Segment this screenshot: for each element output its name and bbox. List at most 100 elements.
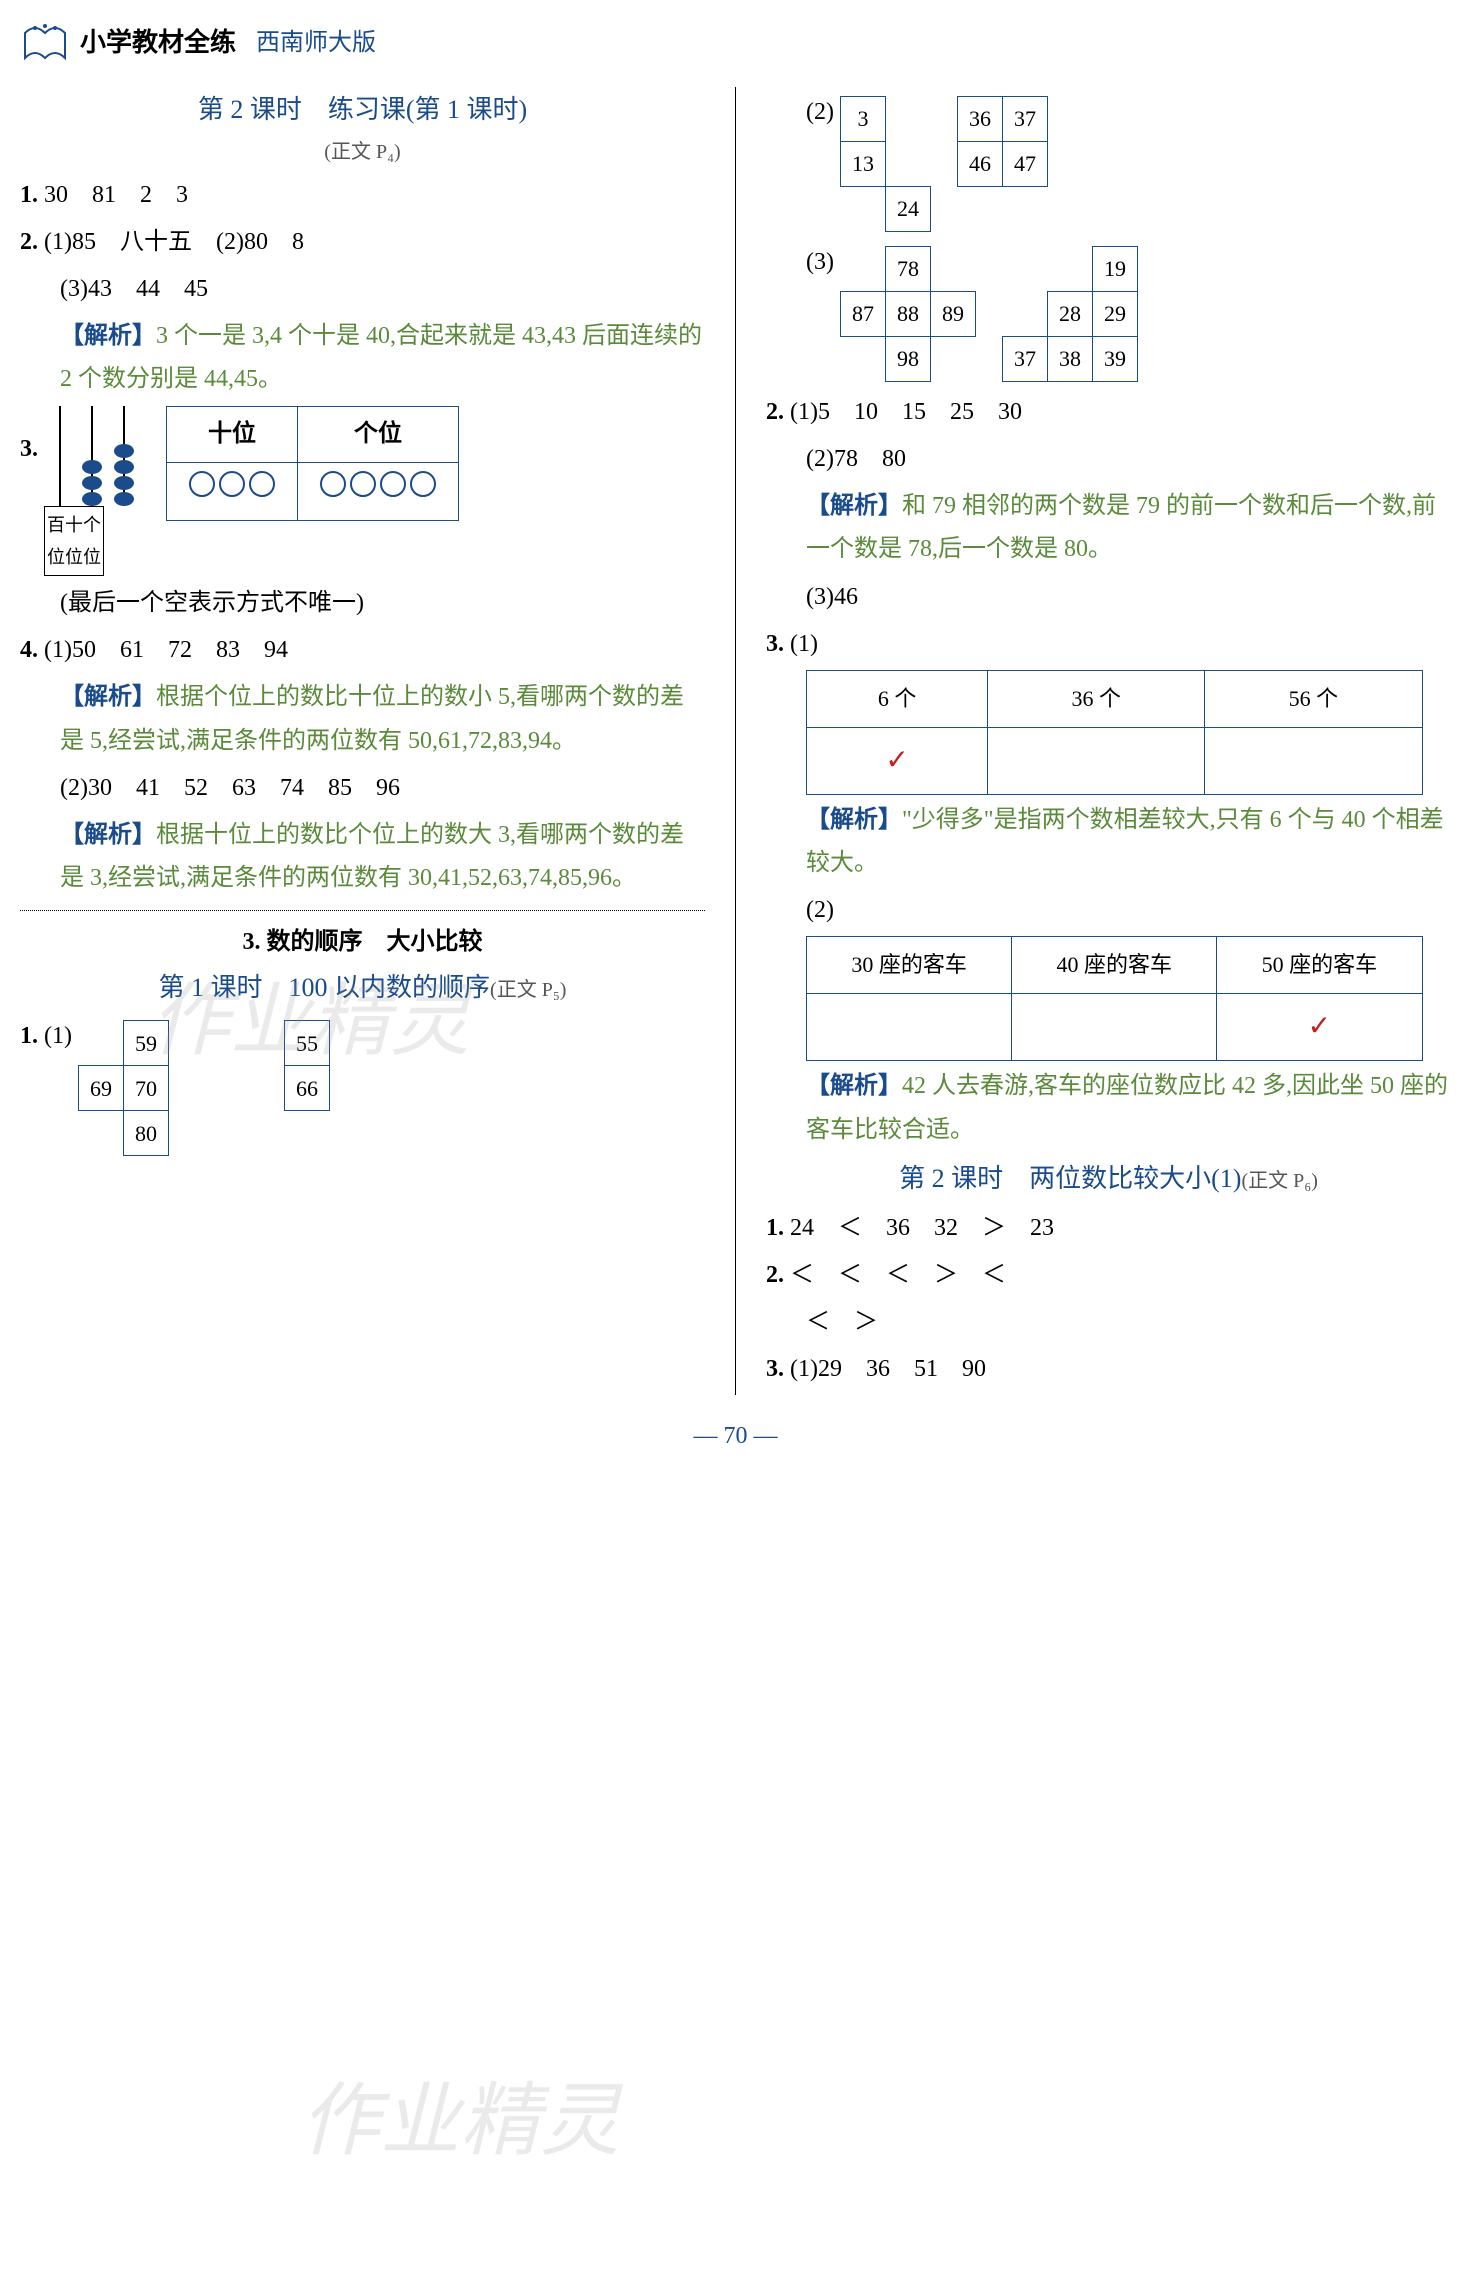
analysis-label: 【解析】: [806, 1073, 902, 1099]
grid-cell: 78: [885, 246, 930, 291]
lesson-ref: (正文 P₄): [20, 134, 705, 170]
sub-label: (1): [44, 1023, 72, 1049]
book-icon: [20, 23, 70, 63]
answer-text: 24 ＜ 36 32 ＞ 23: [790, 1215, 1054, 1241]
place-value-table: 十位个位: [166, 406, 459, 521]
number-grid: 59 6970 80: [78, 1020, 214, 1156]
answer-text: (1)29 36 51 90: [790, 1356, 986, 1382]
analysis-block: 【解析】"少得多"是指两个数相差较大,只有 6 个与 40 个相差较大。: [766, 799, 1451, 885]
header-title: 小学教材全练: [80, 20, 236, 67]
page-number: — 70 —: [20, 1415, 1451, 1458]
table-header: 50 座的客车: [1217, 937, 1422, 994]
rq2: 2. (1)5 10 15 25 30: [766, 391, 1451, 434]
grid-cell: 66: [284, 1066, 329, 1111]
table-cell: [1205, 727, 1422, 794]
q-num: 1.: [766, 1215, 784, 1241]
grid-cell: 46: [957, 141, 1002, 186]
answer-text: (2)78 80: [766, 438, 1451, 481]
grid-cell: 70: [123, 1066, 168, 1111]
grid-cell: 24: [885, 186, 930, 231]
lesson-ref-r: (正文 P₆): [1241, 1170, 1317, 1192]
page-header: 小学教材全练 西南师大版: [20, 20, 1451, 67]
analysis-block: 【解析】根据个位上的数比十位上的数小 5,看哪两个数的差是 5,经尝试,满足条件…: [20, 676, 705, 762]
sub-label: (3): [806, 249, 834, 275]
analysis-label: 【解析】: [806, 493, 902, 519]
grid-cell: 19: [1092, 246, 1137, 291]
analysis-text: 3 个一是 3,4 个十是 40,合起来就是 43,43 后面连续的 2 个数分…: [60, 323, 702, 392]
grid-cell: 87: [840, 291, 885, 336]
grid-cell: 89: [930, 291, 975, 336]
q1b: 1. (1) 59 6970 80 55 66: [20, 1015, 705, 1161]
grid-cell: 38: [1047, 336, 1092, 381]
analysis-block: 【解析】42 人去春游,客车的座位数应比 42 多,因此坐 50 座的客车比较合…: [766, 1065, 1451, 1151]
grid-cell: 59: [123, 1021, 168, 1066]
q4: 4. (1)50 61 72 83 94: [20, 629, 705, 672]
grid-cell: 80: [123, 1111, 168, 1156]
left-column: 第 2 课时 练习课(第 1 课时) (正文 P₄) 1. 30 81 2 3 …: [20, 87, 705, 1396]
analysis-block: 【解析】根据十位上的数比个位上的数大 3,看哪两个数的差是 3,经尝试,满足条件…: [20, 814, 705, 900]
table-header: 个位: [298, 406, 459, 462]
table-cell: ✓: [1217, 994, 1422, 1061]
content-columns: 第 2 课时 练习课(第 1 课时) (正文 P₄) 1. 30 81 2 3 …: [20, 87, 1451, 1396]
table-cell: [807, 994, 1012, 1061]
grid-cell: 69: [78, 1066, 123, 1111]
check-icon: ✓: [885, 745, 908, 776]
q-num: 3.: [20, 436, 38, 462]
grid-cell: 47: [1002, 141, 1047, 186]
analysis-block: 【解析】3 个一是 3,4 个十是 40,合起来就是 43,43 后面连续的 2…: [20, 315, 705, 401]
grid-cell: 37: [1002, 336, 1047, 381]
grid-cell: 3: [840, 96, 885, 141]
right-column: (2) 3 13 24 3637 4647 (3) 78 8788: [766, 87, 1451, 1396]
q-num: 2.: [766, 1262, 784, 1288]
analysis-label: 【解析】: [806, 807, 902, 833]
table-cell: [167, 462, 298, 520]
q1: 1. 30 81 2 3: [20, 174, 705, 217]
table-header: 6 个: [807, 670, 988, 727]
answer-text: ＜ ＞: [766, 1301, 1451, 1344]
answer-text: (2)30 41 52 63 74 85 96: [20, 767, 705, 810]
analysis-text: 42 人去春游,客车的座位数应比 42 多,因此坐 50 座的客车比较合适。: [806, 1073, 1448, 1142]
analysis-label: 【解析】: [60, 323, 156, 349]
table-header: 56 个: [1205, 670, 1422, 727]
grid-cell: 98: [885, 336, 930, 381]
answer-text: (1)5 10 15 25 30: [790, 399, 1022, 425]
lesson-title: 第 2 课时 练习课(第 1 课时): [20, 87, 705, 134]
grid-cell: 39: [1092, 336, 1137, 381]
table-cell: ✓: [807, 727, 988, 794]
q3: 3. 百十个位位位 十位个位: [20, 406, 705, 579]
rq3b: 3. (1)29 36 51 90: [766, 1348, 1451, 1391]
grid-cell: 88: [885, 291, 930, 336]
q-num: 2.: [20, 229, 38, 255]
abacus-diagram: 百十个位位位: [44, 406, 140, 579]
grid-cell: 28: [1047, 291, 1092, 336]
abacus-labels: 百十个位位位: [44, 506, 104, 577]
answer-text: ＜ ＜ ＜ ＞ ＜: [790, 1262, 1006, 1288]
watermark: 作业精灵: [300, 2050, 620, 2194]
table-header: 36 个: [988, 670, 1205, 727]
q1-part3: (3) 78 878889 98 19 2829 373839: [766, 241, 1451, 387]
grid-cell: 37: [1002, 96, 1047, 141]
lesson-title-2: 第 1 课时 100 以内数的顺序(正文 P₅): [20, 965, 705, 1012]
sub-label: (2): [806, 99, 834, 125]
header-edition: 西南师大版: [256, 22, 376, 65]
analysis-block: 【解析】和 79 相邻的两个数是 79 的前一个数和后一个数,前一个数是 78,…: [766, 485, 1451, 571]
check-icon: ✓: [1308, 1011, 1331, 1042]
grid-cell: 13: [840, 141, 885, 186]
lesson-title-text: 第 1 课时 100 以内数的顺序: [159, 973, 491, 1002]
number-grid: 19 2829 373839: [1002, 246, 1138, 382]
table-cell: [298, 462, 459, 520]
choice-table-2: 30 座的客车 40 座的客车 50 座的客车 ✓: [806, 936, 1423, 1061]
choice-table-1: 6 个 36 个 56 个 ✓: [806, 670, 1423, 795]
q1-part2: (2) 3 13 24 3637 4647: [766, 91, 1451, 237]
table-cell: [988, 727, 1205, 794]
grid-cell: 29: [1092, 291, 1137, 336]
table-header: 40 座的客车: [1012, 937, 1217, 994]
grid-cell: 36: [957, 96, 1002, 141]
q-num: 2.: [766, 399, 784, 425]
q-num: 1.: [20, 1023, 38, 1049]
number-grid: 55 66: [240, 1020, 374, 1155]
q-num: 4.: [20, 637, 38, 663]
analysis-label: 【解析】: [60, 822, 156, 848]
lesson-title-r: 第 2 课时 两位数比较大小(1)(正文 P₆): [766, 1156, 1451, 1203]
answer-text: (3)46: [766, 576, 1451, 619]
